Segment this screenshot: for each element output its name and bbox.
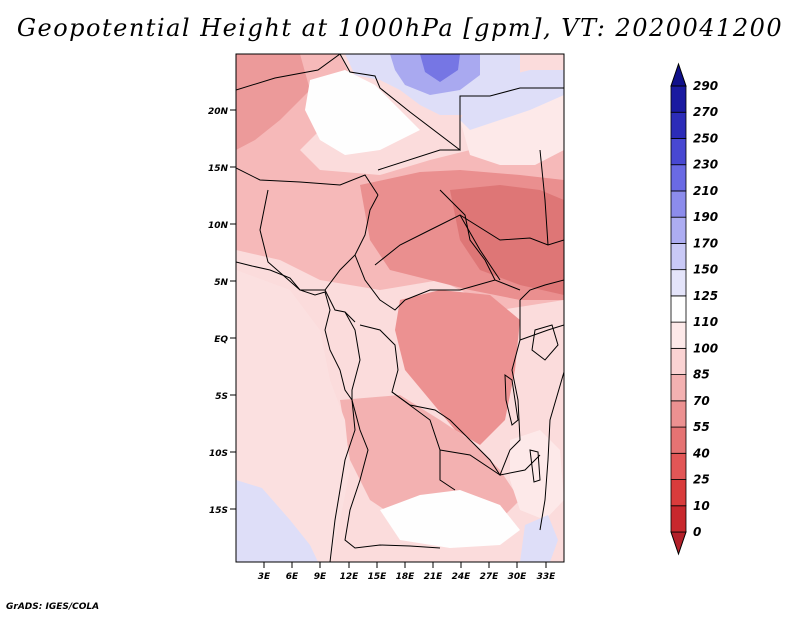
map-frame xyxy=(235,53,565,563)
colorbar-top-triangle xyxy=(670,62,687,87)
coastline-west xyxy=(236,261,356,562)
colorbar: 0 10 25 40 55 70 85 100 110 125 150 170 190 210 230 250… xyxy=(670,62,718,556)
field-blue-northeast xyxy=(460,70,564,130)
colorbar-segment xyxy=(670,374,687,402)
field-pale-southeast xyxy=(510,430,564,520)
colorbar-label: 125 xyxy=(693,289,718,303)
colorbar-label: 290 xyxy=(693,79,718,93)
lon-label: 15E xyxy=(368,572,388,582)
lat-label: EQ xyxy=(214,335,228,345)
lon-label: 24E xyxy=(452,572,472,582)
colorbar-bottom-triangle xyxy=(670,531,687,556)
colorbar-segment xyxy=(670,400,687,428)
colorbar-segment xyxy=(670,243,687,271)
borders xyxy=(236,54,564,549)
colorbar-segment xyxy=(670,295,687,323)
field-blue-north-deep xyxy=(420,54,460,82)
colorbar-segment xyxy=(670,164,687,192)
colorbar-label: 25 xyxy=(693,473,710,487)
lon-label: 12E xyxy=(340,572,360,582)
colorbar-segment xyxy=(670,479,687,507)
field-atlantic xyxy=(236,270,350,562)
lat-label: 15N xyxy=(208,164,229,174)
lat-label: 5S xyxy=(215,392,228,402)
colorbar-segment xyxy=(670,216,687,244)
colorbar-segment xyxy=(670,505,687,533)
lat-label: 5N xyxy=(214,278,228,288)
colorbar-label: 210 xyxy=(693,184,718,198)
lat-label: 10S xyxy=(209,449,228,459)
field-northwest-deep xyxy=(236,54,310,150)
colorbar-label: 10 xyxy=(693,499,710,513)
colorbar-label: 40 xyxy=(692,446,710,460)
colorbar-segment xyxy=(670,111,687,139)
colorbar-label: 190 xyxy=(693,210,718,224)
lon-label: 9E xyxy=(314,572,327,582)
lat-label: 15S xyxy=(209,506,228,516)
field-white-north xyxy=(305,70,420,155)
colorbar-segment xyxy=(670,138,687,166)
colorbar-segment xyxy=(670,426,687,454)
field-congo-deep xyxy=(395,290,520,445)
colorbar-label: 110 xyxy=(693,315,718,329)
footer-credit: GrADS: IGES/COLA xyxy=(6,602,100,612)
lon-label: 30E xyxy=(508,572,528,582)
lon-label: 6E xyxy=(286,572,299,582)
lon-axis: 3E 6E 9E 12E 15E 18E 21E 24E 27E 30E 33E xyxy=(258,562,556,582)
lat-label: 10N xyxy=(208,221,229,231)
lon-label: 33E xyxy=(537,572,557,582)
lon-label: 27E xyxy=(480,572,500,582)
lon-label: 18E xyxy=(396,572,416,582)
colorbar-segment xyxy=(670,190,687,218)
colorbar-segment xyxy=(670,269,687,297)
field-blue-southeast xyxy=(520,515,558,562)
colorbar-label: 230 xyxy=(693,158,718,172)
colorbar-label: 55 xyxy=(693,420,710,434)
colorbar-label: 250 xyxy=(693,131,718,145)
lon-label: 21E xyxy=(424,572,444,582)
field-white-south xyxy=(380,490,520,548)
lake-victoria xyxy=(531,324,559,361)
lake-tanganyika xyxy=(504,373,519,426)
colorbar-label: 85 xyxy=(693,368,710,382)
colorbar-label: 70 xyxy=(693,394,710,408)
colorbar-label: 270 xyxy=(693,105,718,119)
colorbar-label: 0 xyxy=(693,525,701,539)
coastline-east xyxy=(539,371,564,531)
lat-label: 20N xyxy=(208,107,229,117)
field-south-pink xyxy=(340,395,520,520)
colorbar-label: 170 xyxy=(693,236,718,250)
map-title: Geopotential Height at 1000hPa [gpm], VT… xyxy=(16,14,784,42)
map-panel xyxy=(236,54,564,562)
field-blue-southwest xyxy=(236,480,318,562)
lake-malawi xyxy=(529,449,541,483)
colorbar-segment xyxy=(670,321,687,349)
lat-axis: 20N 15N 10N 5N EQ 5S 10S 15S xyxy=(208,107,236,516)
colorbar-segment xyxy=(670,347,687,375)
colorbar-label: 150 xyxy=(693,263,718,277)
lon-label: 3E xyxy=(258,572,271,582)
colorbar-label: 100 xyxy=(693,341,718,355)
colorbar-segment xyxy=(670,452,687,480)
colorbar-segment xyxy=(670,85,687,113)
